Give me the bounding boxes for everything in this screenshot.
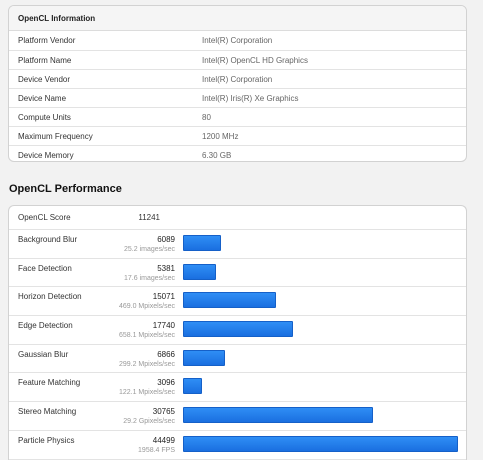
perf-row: Face Detection 5381 17.6 images/sec [9,259,466,288]
perf-test-rate: 1958.4 FPS [138,446,175,454]
opencl-information-title: OpenCL Information [9,6,466,31]
opencl-performance-title: OpenCL Performance [9,183,122,195]
info-row: Compute Units 80 [9,107,466,126]
info-key: Compute Units [18,113,71,122]
info-row: Device Name Intel(R) Iris(R) Xe Graphics [9,88,466,107]
perf-test-score: 30765 [152,407,175,417]
info-row: Device Vendor Intel(R) Corporation [9,69,466,88]
perf-test-rate: 29.2 Gpixels/sec [123,418,175,426]
info-rows: Platform Vendor Intel(R) Corporation Platf… [9,31,466,161]
perf-test-score: 6089 [157,235,175,244]
info-key: Device Memory [18,151,74,160]
perf-test-name: Stereo Matching [18,407,77,417]
perf-test-score: 6866 [157,349,175,359]
perf-rows: Background Blur 6089 25.2 images/sec Face D… [9,230,466,460]
perf-row: Particle Physics 44499 1958.4 FPS [9,431,466,460]
perf-test-name: Gaussian Blur [18,349,69,359]
perf-row: Edge Detection 17740 658.1 Mpixels/sec [9,316,466,345]
perf-score-bar [183,321,293,338]
opencl-performance-card: OpenCL Score 11241 Background Blur 6089 25… [8,205,467,460]
perf-test-name: Horizon Detection [18,292,82,302]
perf-test-score: 5381 [157,263,175,273]
perf-test-name: Particle Physics [18,435,75,445]
perf-score-bar [183,349,225,366]
perf-row: Background Blur 6089 25.2 images/sec [9,230,466,259]
perf-test-rate: 122.1 Mpixels/sec [118,389,175,397]
perf-test-rate: 658.1 Mpixels/sec [118,332,175,340]
info-row: Platform Vendor Intel(R) Corporation [9,31,466,50]
perf-test-score: 44499 [152,435,175,445]
info-key: Device Name [18,94,67,103]
perf-row: Gaussian Blur 6866 299.2 Mpixels/sec [9,345,466,374]
perf-test-rate: 299.2 Mpixels/sec [118,360,175,368]
perf-test-score: 15071 [152,292,175,302]
opencl-score-value: 11241 [138,213,160,222]
info-value: Intel(R) Iris(R) Xe Graphics [202,94,299,103]
info-value: Intel(R) Corporation [202,75,273,84]
info-value: 6.30 GB [202,151,232,160]
perf-test-rate: 469.0 Mpixels/sec [118,303,175,311]
info-row: Device Memory 6.30 GB [9,145,466,161]
perf-test-name: Edge Detection [18,321,73,331]
opencl-score-row: OpenCL Score 11241 [9,206,466,230]
opencl-information-card: OpenCL Information Platform Vendor Intel(… [8,5,467,162]
perf-score-bar [183,235,221,251]
perf-row: Feature Matching 3096 122.1 Mpixels/sec [9,373,466,403]
perf-test-rate: 17.6 images/sec [124,274,175,282]
info-value: 80 [202,113,211,122]
perf-test-name: Feature Matching [18,378,81,388]
info-value: Intel(R) Corporation [202,36,273,45]
info-row: Maximum Frequency 1200 MHz [9,126,466,145]
perf-score-bar [183,378,202,395]
perf-score-bar [183,407,373,424]
info-row: Platform Name Intel(R) OpenCL HD Graphics [9,50,466,69]
perf-test-rate: 25.2 images/sec [124,246,175,253]
perf-test-name: Face Detection [18,263,72,273]
info-key: Device Vendor [18,75,71,84]
perf-row: Stereo Matching 30765 29.2 Gpixels/sec [9,402,466,431]
perf-score-bar [183,435,458,452]
perf-score-bar [183,263,216,280]
info-key: Maximum Frequency [18,132,93,141]
perf-test-score: 3096 [157,378,175,388]
info-value: Intel(R) OpenCL HD Graphics [202,56,308,65]
info-key: Platform Name [18,56,72,65]
info-value: 1200 MHz [202,132,239,141]
perf-test-score: 17740 [152,321,175,331]
perf-test-name: Background Blur [18,235,78,244]
perf-row: Horizon Detection 15071 469.0 Mpixels/sec [9,287,466,317]
perf-score-bar [183,292,276,309]
opencl-score-label: OpenCL Score [18,213,71,222]
info-key: Platform Vendor [18,36,76,45]
